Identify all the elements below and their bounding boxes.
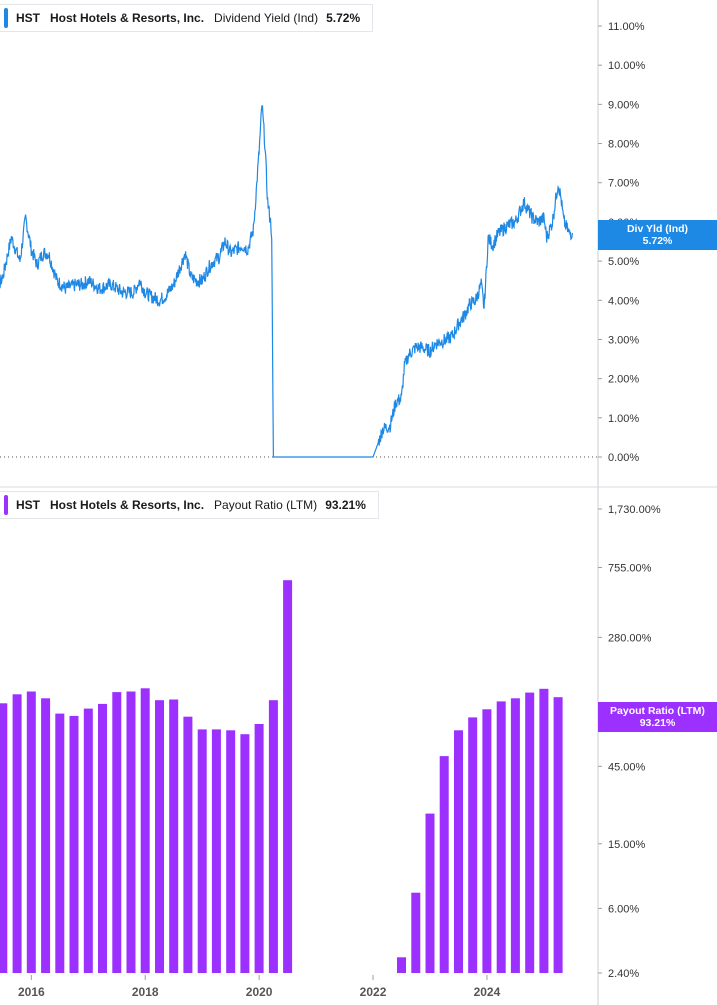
dividend-yield-legend[interactable]: HST Host Hotels & Resorts, Inc. Dividend…	[0, 4, 374, 32]
payout-bar	[454, 730, 463, 973]
y-tick-label: 2.40%	[608, 968, 639, 980]
x-tick-label: 2022	[360, 985, 387, 999]
legend-value: 5.72%	[326, 11, 361, 25]
y-tick-label: 0.00%	[608, 452, 639, 464]
y-tick-label: 755.00%	[608, 562, 652, 574]
payout-bar	[468, 717, 478, 973]
y-tick-label: 280.00%	[608, 632, 652, 644]
legend-company: Host Hotels & Resorts, Inc.	[50, 11, 205, 25]
dividend-yield-line	[0, 105, 573, 458]
y-tick-label: 5.00%	[608, 256, 639, 268]
payout-bar	[197, 729, 207, 973]
legend-metric: Payout Ratio (LTM)	[214, 498, 318, 512]
y-tick-label: 10.00%	[608, 60, 646, 72]
x-tick-label: 2024	[474, 985, 501, 999]
payout-bar	[496, 701, 506, 973]
payout-ratio-last-value-tag: Payout Ratio (LTM) 93.21%	[598, 702, 717, 732]
payout-bar	[12, 694, 22, 973]
payout-ratio-legend[interactable]: HST Host Hotels & Resorts, Inc. Payout R…	[0, 491, 379, 519]
payout-bar	[411, 892, 421, 973]
y-tick-label: 4.00%	[608, 295, 639, 307]
y-tick-label: 3.00%	[608, 334, 639, 346]
payout-bar	[439, 756, 449, 973]
payout-bar	[155, 700, 164, 973]
y-tick-label: 7.00%	[608, 178, 639, 190]
y-tick-label: 9.00%	[608, 99, 639, 111]
payout-bar	[525, 692, 535, 973]
payout-bar	[425, 813, 435, 973]
y-tick-label: 45.00%	[608, 761, 646, 773]
payout-bar	[0, 703, 8, 973]
tag-label: Div Yld (Ind)	[626, 223, 689, 235]
payout-bar	[268, 700, 278, 973]
x-tick-label: 2020	[246, 985, 273, 999]
payout-bar	[553, 697, 563, 973]
payout-bar	[169, 699, 179, 973]
payout-bar	[41, 698, 51, 973]
tag-value: 5.72%	[642, 235, 673, 247]
payout-ratio-swatch	[4, 495, 8, 515]
payout-bar	[69, 715, 79, 973]
payout-bar	[539, 688, 549, 973]
y-tick-label: 11.00%	[608, 21, 645, 33]
payout-bar	[254, 724, 264, 973]
y-tick-label: 8.00%	[608, 139, 639, 151]
dividend-yield-last-value-tag: Div Yld (Ind) 5.72%	[598, 220, 717, 250]
payout-bar	[482, 709, 492, 973]
y-tick-label: 2.00%	[608, 374, 639, 386]
tag-value: 93.21%	[639, 717, 676, 729]
payout-ratio-plot	[0, 580, 563, 973]
legend-value: 93.21%	[325, 498, 366, 512]
legend-metric: Dividend Yield (Ind)	[214, 11, 319, 25]
tag-label: Payout Ratio (LTM)	[610, 705, 705, 717]
payout-bar	[211, 729, 221, 973]
payout-bar	[240, 734, 250, 973]
legend-ticker: HST	[16, 11, 40, 25]
y-tick-label: 1.00%	[608, 413, 639, 425]
x-tick-label: 2018	[132, 985, 159, 999]
x-tick-label: 2016	[18, 985, 45, 999]
payout-bar	[283, 580, 293, 973]
payout-bar	[183, 716, 193, 973]
payout-bar	[140, 688, 150, 973]
payout-bar	[126, 691, 136, 973]
dividend-yield-plot	[0, 105, 573, 458]
y-tick-label: 15.00%	[608, 839, 646, 851]
payout-bar	[510, 698, 520, 973]
payout-bar	[397, 957, 406, 973]
payout-bar	[26, 691, 36, 973]
payout-bar	[55, 713, 65, 973]
dividend-yield-swatch	[4, 8, 8, 28]
payout-bar	[83, 708, 93, 973]
payout-bar	[226, 730, 236, 973]
legend-ticker: HST	[16, 498, 40, 512]
legend-company: Host Hotels & Resorts, Inc.	[50, 498, 205, 512]
y-tick-label: 6.00%	[608, 903, 639, 915]
y-tick-label: 1,730.00%	[608, 504, 661, 516]
payout-bar	[112, 692, 122, 973]
payout-bar	[98, 703, 107, 973]
